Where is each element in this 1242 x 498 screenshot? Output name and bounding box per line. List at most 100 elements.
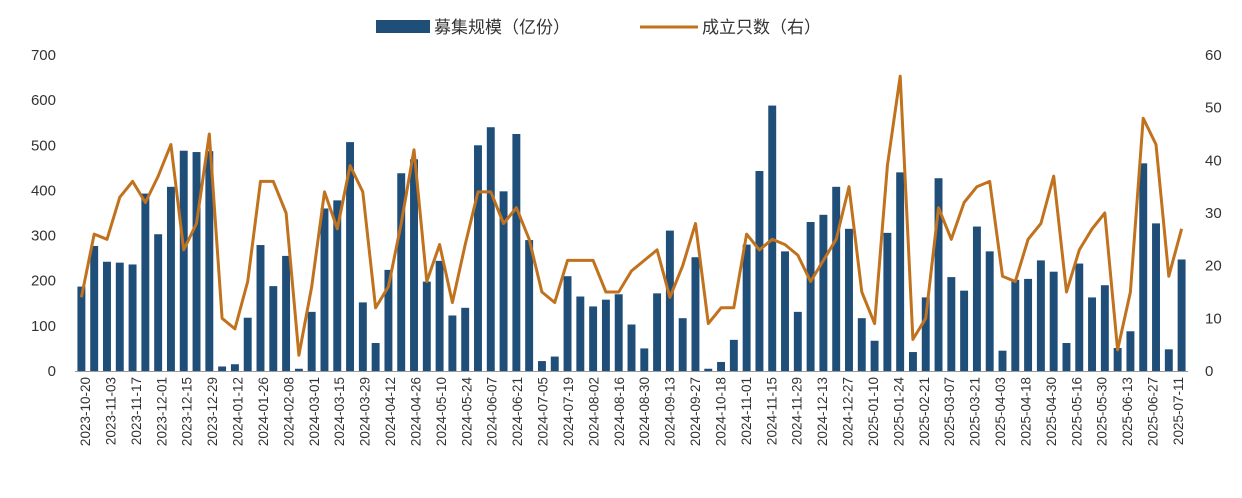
bar (422, 281, 431, 371)
bar (972, 226, 981, 371)
x-tick-label: 2024-06-07 (485, 377, 500, 446)
bar (947, 277, 956, 371)
bar (1011, 279, 1020, 371)
y-left-tick-label: 300 (31, 228, 56, 245)
y-right-axis: 0 10 20 30 40 50 60 (1205, 47, 1222, 380)
bar (1113, 347, 1122, 371)
x-tick-label: 2024-04-12 (383, 377, 398, 446)
bar (845, 228, 853, 371)
bar (525, 240, 534, 371)
bar (154, 234, 163, 371)
x-tick-label: 2025-03-21 (968, 377, 983, 446)
bar (857, 318, 866, 371)
x-tick-label: 2023-12-29 (205, 377, 220, 446)
x-tick-label: 2024-08-16 (612, 377, 627, 446)
x-tick-label: 2025-05-16 (1069, 377, 1084, 446)
bar (179, 150, 188, 371)
legend: 募集规模（亿份） 成立只数（右） (376, 18, 821, 38)
bar (1049, 271, 1058, 371)
x-tick-label: 2025-07-11 (1171, 377, 1186, 445)
x-tick-label: 2023-12-15 (180, 377, 195, 446)
bar (1062, 343, 1071, 371)
bar (960, 290, 969, 371)
x-tick-label: 2024-09-27 (688, 377, 703, 446)
x-tick-label: 2024-12-13 (815, 377, 830, 446)
line-path (79, 74, 1184, 357)
x-tick-label: 2025-01-10 (866, 377, 881, 446)
bar (243, 317, 252, 371)
bar (640, 348, 649, 371)
x-tick-label: 2024-03-29 (358, 377, 373, 446)
bar (230, 364, 239, 371)
x-tick-label: 2024-05-24 (459, 377, 474, 447)
y-right-tick-label: 40 (1205, 152, 1222, 169)
x-tick-label: 2024-07-19 (561, 377, 576, 446)
bar (870, 340, 879, 371)
bar (166, 186, 175, 371)
bar (985, 251, 994, 371)
bar (1177, 259, 1186, 371)
bar (691, 257, 700, 371)
x-tick-label: 2024-03-15 (332, 377, 347, 446)
bar (346, 142, 355, 371)
bar (896, 172, 905, 371)
bar (729, 339, 738, 371)
bar (358, 302, 367, 371)
bar (397, 173, 406, 371)
bar (128, 264, 137, 371)
x-tick-label: 2025-04-30 (1044, 377, 1059, 446)
bar (627, 324, 636, 371)
x-tick-label: 2023-12-01 (154, 377, 169, 446)
bar (653, 293, 662, 371)
bar (141, 193, 150, 371)
bar (908, 352, 917, 371)
x-tick-label: 2024-04-26 (408, 377, 423, 446)
y-right-tick-label: 10 (1205, 310, 1222, 327)
y-right-tick-label: 20 (1205, 258, 1222, 275)
y-left-tick-label: 500 (31, 137, 56, 154)
bar (461, 307, 470, 371)
y-left-tick-label: 100 (31, 318, 56, 335)
y-left-tick-label: 700 (31, 47, 56, 64)
y-left-tick-label: 0 (48, 363, 56, 380)
bar (601, 299, 610, 371)
x-tick-label: 2025-03-07 (942, 377, 957, 446)
y-left-tick-label: 200 (31, 273, 56, 290)
x-tick-label: 2023-11-17 (129, 377, 144, 445)
x-tick-label: 2024-11-01 (739, 377, 754, 445)
bar (1164, 349, 1173, 371)
bar (90, 245, 99, 371)
bar (435, 260, 444, 371)
x-tick-label: 2024-08-02 (586, 377, 601, 446)
x-tick-label: 2024-06-21 (510, 377, 525, 446)
x-tick-label: 2023-11-03 (103, 377, 118, 445)
bar (282, 255, 291, 371)
bar (486, 127, 495, 371)
x-tick-label: 2024-09-13 (663, 377, 678, 446)
bar (192, 152, 201, 371)
bar (819, 214, 828, 371)
y-right-tick-label: 0 (1205, 363, 1213, 380)
bar (793, 311, 802, 371)
y-left-tick-label: 400 (31, 182, 56, 199)
bar (883, 232, 892, 371)
x-tick-label: 2024-10-18 (713, 377, 728, 446)
bar (576, 296, 585, 371)
y-right-tick-label: 60 (1205, 47, 1222, 64)
x-tick-label: 2024-02-08 (281, 377, 296, 446)
bar (1075, 263, 1084, 371)
bar (512, 134, 521, 371)
bar (678, 318, 687, 371)
bar (742, 244, 751, 371)
bar (665, 230, 674, 371)
x-tick-label: 2024-11-15 (764, 377, 779, 445)
bar (205, 151, 214, 371)
bar (614, 294, 623, 371)
bar (550, 356, 559, 371)
bar (384, 269, 393, 371)
x-tick-label: 2025-06-13 (1120, 377, 1135, 446)
bar (294, 368, 303, 371)
x-tick-label: 2024-01-26 (256, 377, 271, 446)
bar (115, 262, 124, 371)
